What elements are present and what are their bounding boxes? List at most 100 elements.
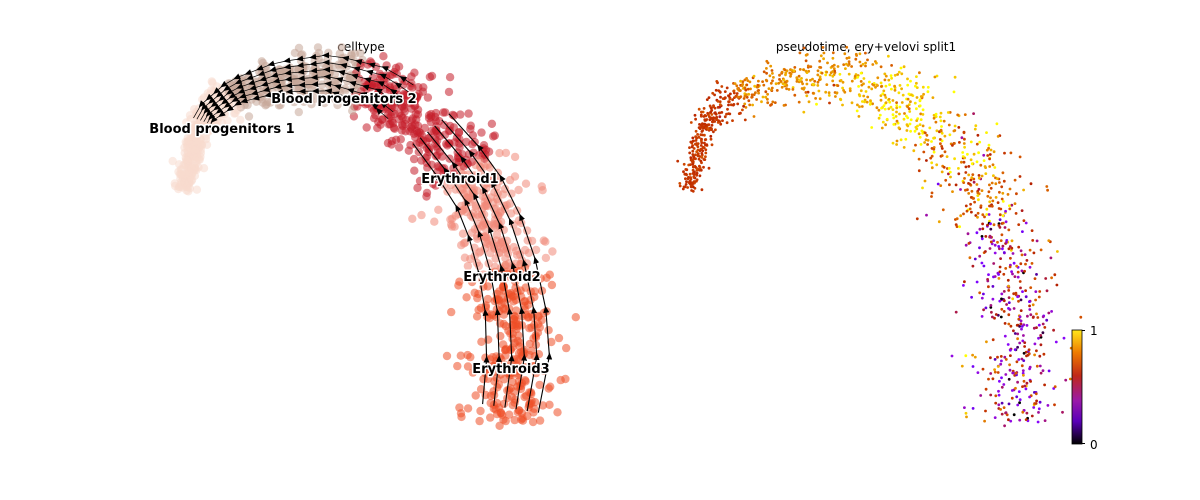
celltype-point	[510, 172, 520, 181]
pseudotime-point	[1002, 406, 1006, 409]
pseudotime-point	[824, 90, 828, 94]
pseudotime-point	[880, 106, 883, 110]
celltype-point	[191, 156, 200, 166]
celltype-point	[527, 389, 536, 398]
pseudotime-point	[710, 106, 713, 110]
pseudotime-point	[972, 152, 976, 156]
pseudotime-point	[986, 154, 990, 157]
pseudotime-point	[1050, 310, 1053, 313]
pseudotime-point	[771, 72, 774, 75]
pseudotime-point	[918, 71, 921, 75]
pseudotime-point	[1007, 377, 1011, 381]
pseudotime-point	[993, 316, 996, 320]
celltype-point	[490, 223, 500, 232]
pseudotime-point	[699, 168, 703, 172]
pseudotime-point	[831, 74, 835, 78]
pseudotime-point	[864, 61, 867, 65]
pseudotime-point	[798, 68, 802, 71]
pseudotime-point	[714, 88, 718, 92]
celltype-point	[545, 400, 554, 409]
pseudotime-point	[821, 46, 825, 49]
pseudotime-point	[870, 126, 874, 129]
pseudotime-point	[1041, 369, 1045, 372]
pseudotime-point	[883, 78, 887, 82]
celltype-point	[448, 214, 457, 223]
pseudotime-point	[885, 117, 889, 121]
pseudotime-point	[1024, 295, 1028, 299]
pseudotime-point	[958, 225, 961, 229]
pseudotime-point	[1000, 385, 1004, 389]
pseudotime-point	[746, 87, 750, 91]
pseudotime-point	[764, 78, 768, 82]
pseudotime-point	[1018, 325, 1021, 328]
pseudotime-point	[980, 189, 984, 193]
pseudotime-point	[1015, 360, 1019, 364]
pseudotime-point	[990, 310, 993, 314]
celltype-point	[414, 83, 423, 92]
pseudotime-point	[884, 96, 888, 99]
pseudotime-point	[1004, 411, 1008, 414]
celltype-point	[408, 214, 417, 223]
pseudotime-point	[980, 237, 984, 241]
pseudotime-point	[893, 88, 897, 92]
pseudotime-point	[710, 123, 714, 127]
pseudotime-point	[999, 207, 1003, 211]
pseudotime-point	[962, 130, 966, 134]
pseudotime-point	[974, 124, 978, 128]
pseudotime-point	[949, 175, 952, 179]
celltype-point	[481, 353, 490, 362]
pseudotime-point	[846, 64, 850, 67]
pseudotime-point	[895, 143, 898, 146]
celltype-point	[453, 361, 462, 371]
pseudotime-point	[743, 118, 747, 122]
pseudotime-point	[879, 81, 883, 85]
pseudotime-point	[1008, 265, 1012, 269]
pseudotime-point	[859, 64, 863, 68]
pseudotime-point	[1031, 239, 1035, 242]
celltype-point	[538, 401, 548, 410]
pseudotime-point	[987, 213, 991, 216]
pseudotime-point	[978, 254, 982, 258]
celltype-point	[486, 413, 495, 422]
pseudotime-point	[688, 146, 691, 150]
pseudotime-point	[976, 191, 980, 195]
pseudotime-point	[783, 81, 787, 84]
pseudotime-point	[1035, 399, 1038, 403]
celltype-point	[362, 123, 371, 132]
pseudotime-point	[847, 60, 851, 64]
pseudotime-point	[719, 122, 723, 126]
pseudotime-point	[819, 66, 823, 69]
pseudotime-point	[947, 166, 951, 170]
pseudotime-point	[964, 243, 968, 247]
pseudotime-point	[978, 291, 982, 295]
pseudotime-point	[706, 127, 710, 131]
pseudotime-point	[1014, 386, 1017, 390]
pseudotime-point	[1014, 371, 1018, 375]
pseudotime-point	[876, 76, 880, 80]
pseudotime-point	[1016, 275, 1020, 279]
celltype-point	[510, 387, 519, 396]
pseudotime-point	[707, 166, 711, 170]
celltype-point	[544, 326, 553, 335]
pseudotime-point	[952, 129, 956, 133]
pseudotime-point	[684, 172, 688, 176]
pseudotime-point	[870, 87, 874, 91]
pseudotime-point	[770, 103, 773, 106]
pseudotime-point	[800, 87, 804, 90]
pseudotime-point	[875, 106, 879, 110]
celltype-point	[415, 138, 424, 147]
pseudotime-point	[780, 85, 784, 89]
pseudotime-point	[676, 159, 680, 163]
pseudotime-point	[1003, 226, 1007, 229]
pseudotime-point	[1020, 253, 1024, 257]
pseudotime-point	[1047, 311, 1051, 315]
pseudotime-point	[940, 170, 944, 174]
pseudotime-point	[930, 166, 934, 170]
pseudotime-point	[986, 278, 989, 281]
pseudotime-point	[993, 243, 997, 247]
pseudotime-point	[965, 209, 969, 213]
pseudotime-point	[887, 54, 890, 58]
pseudotime-point	[708, 118, 712, 122]
pseudotime-point	[1079, 315, 1083, 319]
pseudotime-point	[996, 371, 1000, 374]
